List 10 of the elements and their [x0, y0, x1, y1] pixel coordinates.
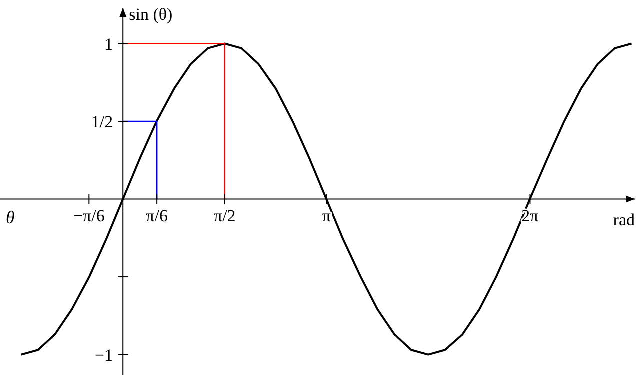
x-tick-label: π/6 — [146, 206, 168, 226]
annotation: θ — [6, 207, 15, 228]
y-tick-label: −1 — [95, 346, 114, 365]
x-tick-label: π/2 — [214, 206, 236, 226]
x-tick-label: π — [322, 206, 332, 226]
y-tick-label: 1/2 — [91, 112, 114, 132]
y-tick-label: 1 — [104, 34, 114, 54]
x-axis-title: rad — [613, 210, 636, 230]
y-axis-title: sin (θ) — [129, 5, 173, 24]
x-tick-label: −π/6 — [73, 206, 105, 226]
